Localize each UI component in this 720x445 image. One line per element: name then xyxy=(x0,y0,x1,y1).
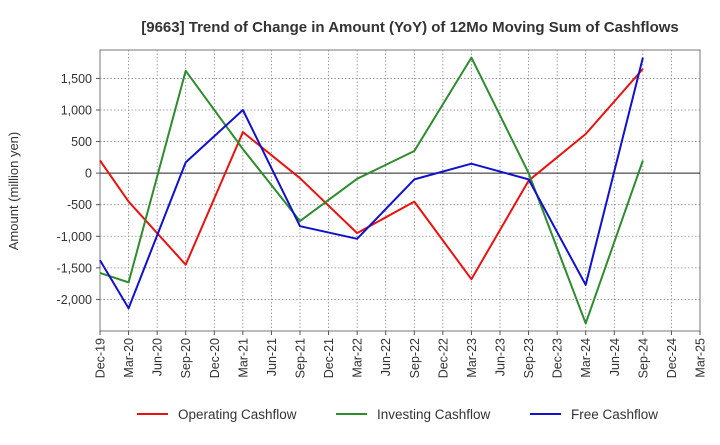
legend-label-investing-cashflow: Investing Cashflow xyxy=(377,407,491,422)
x-tick-label: Dec-19 xyxy=(94,338,108,378)
legend: Operating Cashflow Investing Cashflow Free… xyxy=(137,407,658,422)
x-tick-label: Dec-23 xyxy=(551,338,565,378)
x-tick-label: Mar-21 xyxy=(236,338,250,378)
x-tick-label: Sep-20 xyxy=(179,338,193,378)
x-tick-label: Mar-22 xyxy=(351,338,365,378)
x-tick-label: Sep-24 xyxy=(636,338,650,378)
y-tick-label: -500 xyxy=(67,198,92,212)
x-tick-label: Dec-22 xyxy=(436,338,450,378)
y-tick-label: 0 xyxy=(85,167,92,181)
x-tick-label: Jun-24 xyxy=(608,338,622,376)
y-tick-label: -1,500 xyxy=(57,261,92,275)
grid xyxy=(99,49,701,332)
x-tick-label: Mar-20 xyxy=(122,338,136,378)
x-tick-label: Mar-24 xyxy=(579,338,593,378)
y-axis-label: Amount (million yen) xyxy=(6,132,21,251)
y-tick-label: 1,500 xyxy=(61,72,92,86)
x-tick-label: Dec-21 xyxy=(322,338,336,378)
series-line-operating-cashflow xyxy=(99,68,644,281)
y-tick-label: 500 xyxy=(71,135,92,149)
y-tick-label: -1,000 xyxy=(57,230,92,244)
x-tick-label: Sep-21 xyxy=(294,338,308,378)
y-tick-label: -2,000 xyxy=(57,293,92,307)
x-tick-label: Jun-21 xyxy=(265,338,279,376)
series-line-free-cashflow xyxy=(99,57,644,310)
axes: 1,500 1,000 500 0 -500 -1,000 -1,500 -2,000 Dec-… xyxy=(57,72,708,378)
x-tick-label: Mar-23 xyxy=(465,338,479,378)
legend-label-operating-cashflow: Operating Cashflow xyxy=(178,407,297,422)
x-tick-label: Jun-20 xyxy=(151,338,165,376)
x-tick-label: Jun-22 xyxy=(379,338,393,376)
x-tick-label: Sep-23 xyxy=(522,338,536,378)
x-tick-label: Dec-24 xyxy=(665,338,679,378)
chart-title: [9663] Trend of Change in Amount (YoY) o… xyxy=(141,19,679,36)
x-tick-label: Mar-25 xyxy=(694,338,708,378)
series xyxy=(99,56,644,325)
x-tick-label: Sep-22 xyxy=(408,338,422,378)
x-tick-label: Dec-20 xyxy=(208,338,222,378)
legend-label-free-cashflow: Free Cashflow xyxy=(571,407,658,422)
x-tick-label: Jun-23 xyxy=(494,338,508,376)
series-line-investing-cashflow xyxy=(99,56,644,325)
y-tick-label: 1,000 xyxy=(61,103,92,117)
